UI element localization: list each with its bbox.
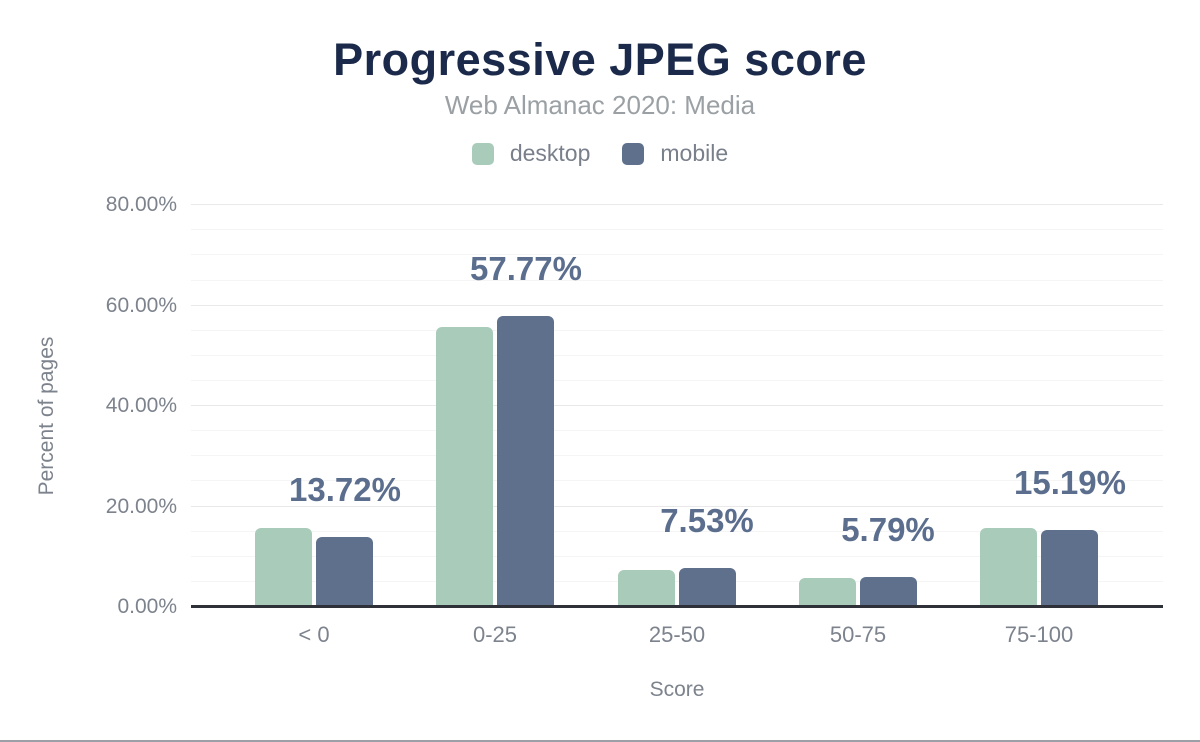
x-tick-label: 75-100 [1004, 622, 1074, 647]
value-label: 15.19% [1014, 464, 1126, 501]
gridline [191, 355, 1163, 356]
gridline [191, 380, 1163, 381]
chart-subtitle: Web Almanac 2020: Media [444, 90, 756, 120]
bar-mobile-0-25[interactable] [497, 316, 554, 606]
y-tick-label: 80.00% [105, 193, 177, 216]
x-tick-label: < 0 [298, 622, 330, 647]
bar-desktop-50-75[interactable] [799, 578, 856, 606]
gridline [191, 229, 1163, 230]
legend-label-mobile: mobile [660, 140, 729, 166]
y-tick-label: 20.00% [105, 495, 177, 518]
bar-desktop-<0[interactable] [255, 528, 312, 606]
legend-item-desktop[interactable]: desktop [471, 140, 591, 167]
bar-mobile-75-100[interactable] [1041, 530, 1098, 606]
gridline [191, 455, 1163, 456]
y-tick-label: 60.00% [105, 294, 177, 317]
gridline [191, 405, 1163, 406]
value-label: 7.53% [660, 502, 754, 539]
gridline [191, 581, 1163, 582]
gridline [191, 531, 1163, 532]
bar-mobile-<0[interactable] [316, 537, 373, 606]
x-axis-title: Score [649, 678, 705, 701]
legend-item-mobile[interactable]: mobile [622, 140, 728, 167]
page-bottom-border [0, 740, 1200, 742]
y-tick-label: 0.00% [117, 595, 177, 618]
chart-title: Progressive JPEG score [333, 34, 867, 85]
bar-desktop-25-50[interactable] [618, 570, 675, 606]
gridline [191, 480, 1163, 481]
gridline [191, 430, 1163, 431]
chart-legend: desktop mobile [0, 140, 1200, 167]
desktop-swatch-icon [471, 142, 494, 165]
gridline [191, 305, 1163, 306]
legend-label-desktop: desktop [509, 140, 591, 166]
gridline [191, 204, 1163, 205]
gridline [191, 254, 1163, 255]
x-axis-line [191, 605, 1163, 608]
mobile-swatch-icon [622, 142, 645, 165]
gridline [191, 330, 1163, 331]
bar-mobile-25-50[interactable] [679, 568, 736, 606]
y-axis-title: Percent of pages [35, 336, 58, 496]
gridline [191, 280, 1163, 281]
bar-desktop-75-100[interactable] [980, 528, 1037, 606]
x-tick-label: 50-75 [829, 622, 887, 647]
value-label: 57.77% [470, 250, 582, 287]
x-tick-label: 25-50 [648, 622, 706, 647]
gridline [191, 506, 1163, 507]
gridline [191, 556, 1163, 557]
bar-mobile-50-75[interactable] [860, 577, 917, 606]
y-tick-label: 40.00% [105, 394, 177, 417]
bar-desktop-0-25[interactable] [436, 327, 493, 606]
value-label: 5.79% [841, 511, 935, 548]
value-label: 13.72% [289, 471, 401, 508]
x-tick-label: 0-25 [472, 622, 518, 647]
